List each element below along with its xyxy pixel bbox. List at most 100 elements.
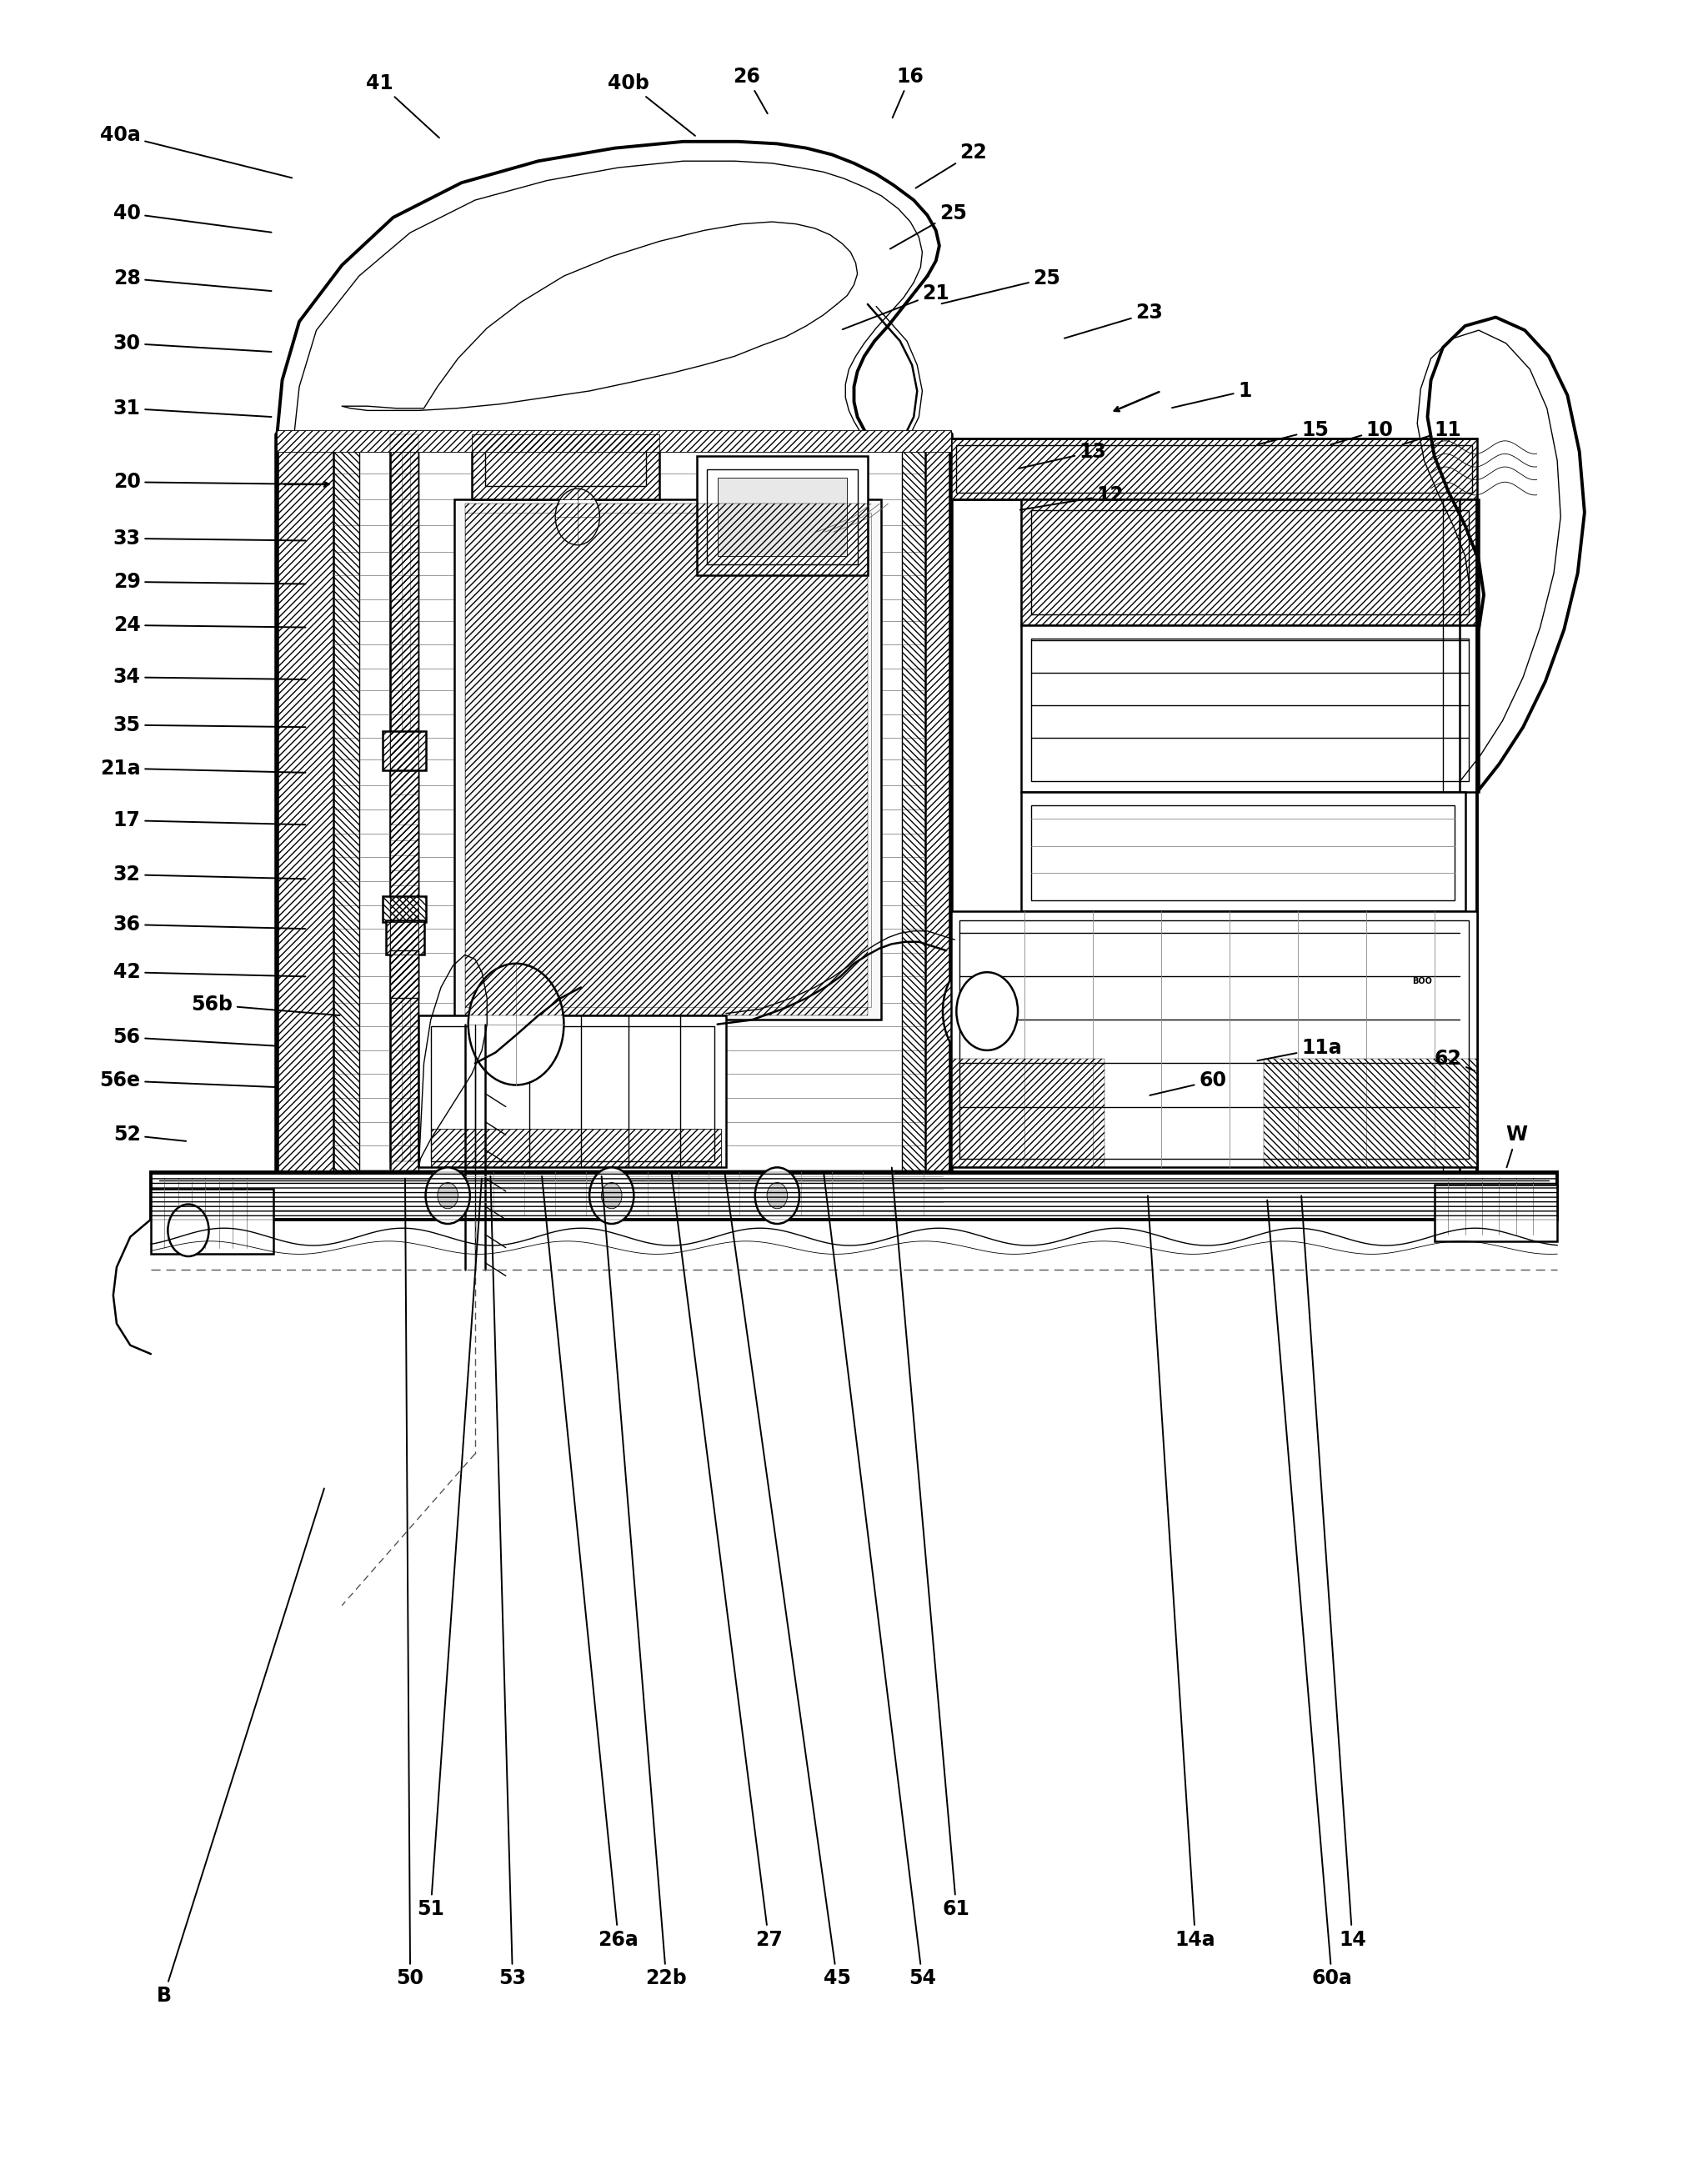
Circle shape [755,1167,799,1224]
Circle shape [943,955,1032,1068]
Bar [960,920,1469,1159]
Bar [926,434,951,1172]
Bar [1032,510,1469,614]
Text: 20: 20 [113,473,306,493]
Text: 13: 13 [1018,443,1107,469]
Circle shape [618,699,714,820]
Text: 61: 61 [892,1167,970,1918]
Bar [1032,805,1455,901]
Text: 50: 50 [396,1178,424,1988]
Bar [383,731,425,770]
Text: 40b: 40b [608,74,695,137]
Bar [150,1172,1558,1220]
Text: 15: 15 [1257,421,1329,445]
Bar [383,731,425,770]
Text: 27: 27 [671,1174,782,1949]
Bar [1021,499,1479,625]
Text: 1: 1 [1172,382,1252,408]
Bar [383,896,425,922]
Circle shape [752,469,827,564]
Bar [707,469,857,564]
Bar [471,434,659,499]
Circle shape [767,1183,787,1209]
Text: 23: 23 [1064,304,1163,339]
Circle shape [963,981,1011,1042]
Text: 33: 33 [113,529,306,549]
Text: 11: 11 [1402,421,1462,445]
Text: 56b: 56b [191,994,340,1016]
Bar [1385,931,1460,1016]
Text: 56e: 56e [99,1070,275,1092]
Text: W: W [1506,1124,1527,1167]
Bar [471,434,659,499]
Bar [418,1016,726,1167]
Circle shape [564,629,769,890]
Circle shape [468,963,564,1085]
Bar [389,434,418,1172]
Bar [465,503,868,1016]
Text: 25: 25 [890,204,967,250]
Bar [951,1059,1105,1167]
Bar [1435,1185,1558,1241]
Circle shape [425,1167,470,1224]
Text: 60a: 60a [1267,1200,1353,1988]
Text: 29: 29 [113,573,306,592]
Bar [1032,638,1469,781]
Text: 54: 54 [823,1172,936,1988]
Bar [386,920,424,955]
Bar [389,770,418,905]
Text: B: B [155,1489,325,2005]
Text: 10: 10 [1331,421,1394,445]
Bar [389,950,418,998]
Bar [333,434,359,1172]
Bar [951,438,1477,499]
Text: 36: 36 [113,914,306,935]
Circle shape [589,1167,634,1224]
Bar [951,438,1477,499]
Text: 51: 51 [417,1178,482,1918]
Text: 21a: 21a [101,757,306,779]
Text: 30: 30 [113,334,272,354]
Bar [430,1026,714,1161]
Text: 14a: 14a [1148,1196,1216,1949]
Text: 56: 56 [113,1026,275,1048]
Bar [277,430,951,451]
Bar [383,896,425,922]
Text: 52: 52 [113,1124,186,1146]
Text: 45: 45 [724,1172,851,1988]
Bar [956,445,1472,493]
Text: 34: 34 [113,666,306,688]
Text: 24: 24 [113,616,306,636]
Bar [1021,499,1479,625]
Text: 25: 25 [941,269,1061,304]
Bar [1021,625,1479,792]
Bar [1021,792,1465,911]
Bar [717,477,847,556]
Text: 12: 12 [1020,486,1124,510]
Text: 42: 42 [113,961,306,983]
Text: BOO: BOO [1413,977,1433,985]
Bar [150,1189,273,1254]
Bar [277,434,333,1172]
Text: 35: 35 [113,714,306,736]
Text: 22: 22 [915,143,987,189]
Text: 22b: 22b [601,1176,687,1988]
Text: 11a: 11a [1257,1037,1342,1061]
Bar [902,434,926,1172]
Circle shape [555,488,600,545]
Bar [697,456,868,575]
Text: 60: 60 [1149,1070,1226,1096]
Text: 26a: 26a [541,1176,639,1949]
Circle shape [167,1204,208,1256]
Circle shape [437,1183,458,1209]
Text: 32: 32 [113,864,306,885]
Bar [1264,1059,1477,1167]
Bar [150,1172,1558,1220]
Bar [389,434,418,1161]
Text: 53: 53 [490,1176,526,1988]
Bar [386,920,424,955]
Text: 40: 40 [113,204,272,232]
Bar [951,911,1477,1167]
Bar [389,950,418,998]
Bar [485,447,646,486]
